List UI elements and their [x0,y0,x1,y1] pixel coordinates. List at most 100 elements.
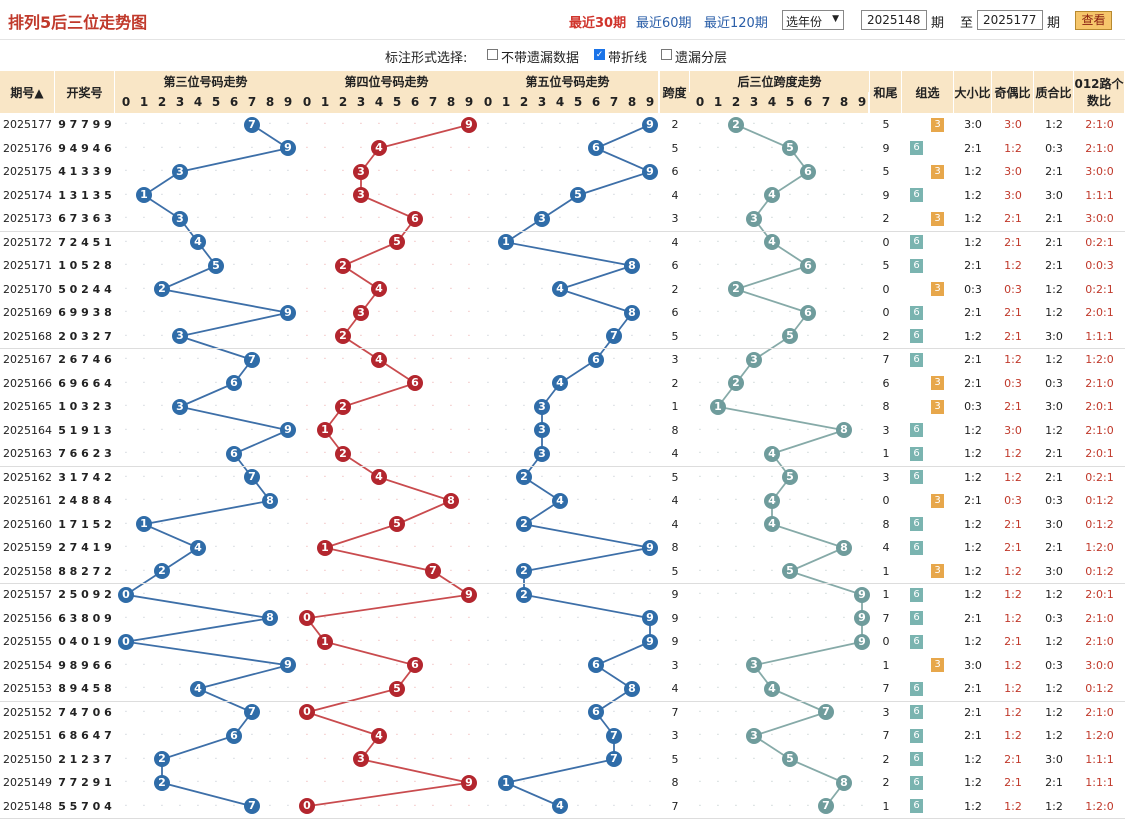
from-issue-input[interactable]: 2025148 [861,10,927,30]
pos4-gap: · [431,612,435,624]
pos4-gap: · [413,471,417,483]
pos3-gap: · [250,753,254,765]
pos5-gap: · [648,354,652,365]
pos4-gap: · [413,260,417,271]
pos5-gap: · [558,542,562,553]
option-checkbox-3[interactable] [661,49,672,60]
pos4-gap: · [305,283,309,295]
pos3-gap: · [142,565,146,577]
pos3-gap: · [178,354,182,365]
span-ball: 4 [764,445,780,462]
page-title: 排列5后三位走势图 [8,13,148,32]
option-checkbox-2[interactable]: ✓ [594,49,605,60]
digit-header: 9 [857,95,867,109]
pos5-gap: · [630,659,634,671]
pos5-gap: · [630,706,634,718]
odd-even-ratio: 2:1 [1004,635,1022,648]
pos4-gap: · [323,706,327,718]
to-issue-input[interactable]: 2025177 [977,10,1043,30]
pos4-ball: 0 [299,798,315,814]
pos5-gap: · [486,236,490,248]
pos3-gap: · [160,260,164,271]
pos4-gap: · [449,683,453,694]
digit-header: 2 [731,95,741,109]
span-gap: · [734,448,738,459]
pos4-gap: · [431,401,435,412]
span-gap: · [770,424,774,436]
pos4-gap: · [341,236,345,248]
pos5-gap: · [522,354,526,365]
pos5-gap: · [576,659,580,671]
pos4-gap: · [323,330,327,342]
pos4-ball: 4 [371,727,387,744]
option-text-1: 不带遗漏数据 [501,51,580,66]
pos5-gap: · [594,189,598,201]
group-badge: 6 [910,517,923,531]
span-gap: · [770,659,774,671]
span-gap: · [716,260,720,271]
pos3-gap: · [142,142,146,154]
span-gap: · [716,542,720,553]
span-gap: · [734,800,738,812]
span-gap: · [806,330,810,342]
header-issue[interactable]: 期号▲ [0,71,55,113]
pos5-gap: · [594,448,598,459]
pos3-gap: · [214,612,218,624]
span-gap: · [788,354,792,365]
pos4-gap: · [431,330,435,342]
span-gap: · [698,777,702,788]
pos3-gap: · [250,565,254,577]
pos5-gap: · [522,213,526,224]
range-60-link[interactable]: 最近60期 [636,16,692,31]
view-button[interactable]: 查看 [1075,11,1112,30]
pos3-gap: · [142,260,146,271]
pos3-gap: · [286,753,290,765]
pos4-gap: · [377,213,381,224]
pos5-gap: · [558,213,562,224]
span-gap: · [752,636,756,647]
pos3-gap: · [214,471,218,483]
span-gap: · [842,683,846,694]
pos5-ball: 4 [552,492,568,509]
pos4-gap: · [413,448,417,459]
table-row: 2025151 6 8 6 4 7 · · · · · · · · · 6 · · · · · · · · · 4 · · · ·… [0,724,1125,748]
odd-even-ratio: 3:0 [1004,188,1022,202]
range-120-link[interactable]: 最近120期 [704,16,768,31]
pos5-gap: · [504,565,508,577]
span-gap: · [734,189,738,201]
option-checkbox-1[interactable] [487,49,498,60]
pos4-gap: · [341,142,345,154]
pos4-gap: · [377,119,381,130]
digit-header: 7 [428,95,438,109]
span-gap: · [842,142,846,154]
span-gap: · [824,236,828,248]
pos4-ball: 5 [389,234,405,250]
pos4-gap: · [377,377,381,389]
odd-even-ratio: 3:0 [1004,423,1022,437]
pos4-gap: · [413,542,417,553]
pos4-gap: · [395,283,399,295]
digit-header: 3 [749,95,759,109]
pos5-gap: · [576,448,580,459]
sum-tail-value: 2 [882,752,890,766]
pos3-gap: · [286,213,290,224]
pos4-gap: · [305,777,309,788]
span-value: 6 [671,259,679,272]
pos4-gap: · [359,401,363,412]
pos3-gap: · [160,236,164,248]
year-select[interactable]: 选年份 ▼ [782,10,844,30]
pos4-gap: · [359,330,363,342]
pos4-gap: · [467,213,471,224]
pos3-gap: · [232,354,236,365]
pos3-gap: · [160,518,164,530]
pos5-gap: · [504,542,508,553]
sum-tail-value: 7 [882,353,890,366]
pos5-gap: · [522,706,526,718]
pos3-gap: · [214,448,218,459]
pos4-gap: · [377,401,381,412]
pos4-ball: 2 [335,257,351,274]
span-gap: · [824,777,828,788]
span-ball: 3 [746,657,762,673]
range-30-link[interactable]: 最近30期 [569,16,627,31]
issue-number: 2025173 [3,212,52,225]
